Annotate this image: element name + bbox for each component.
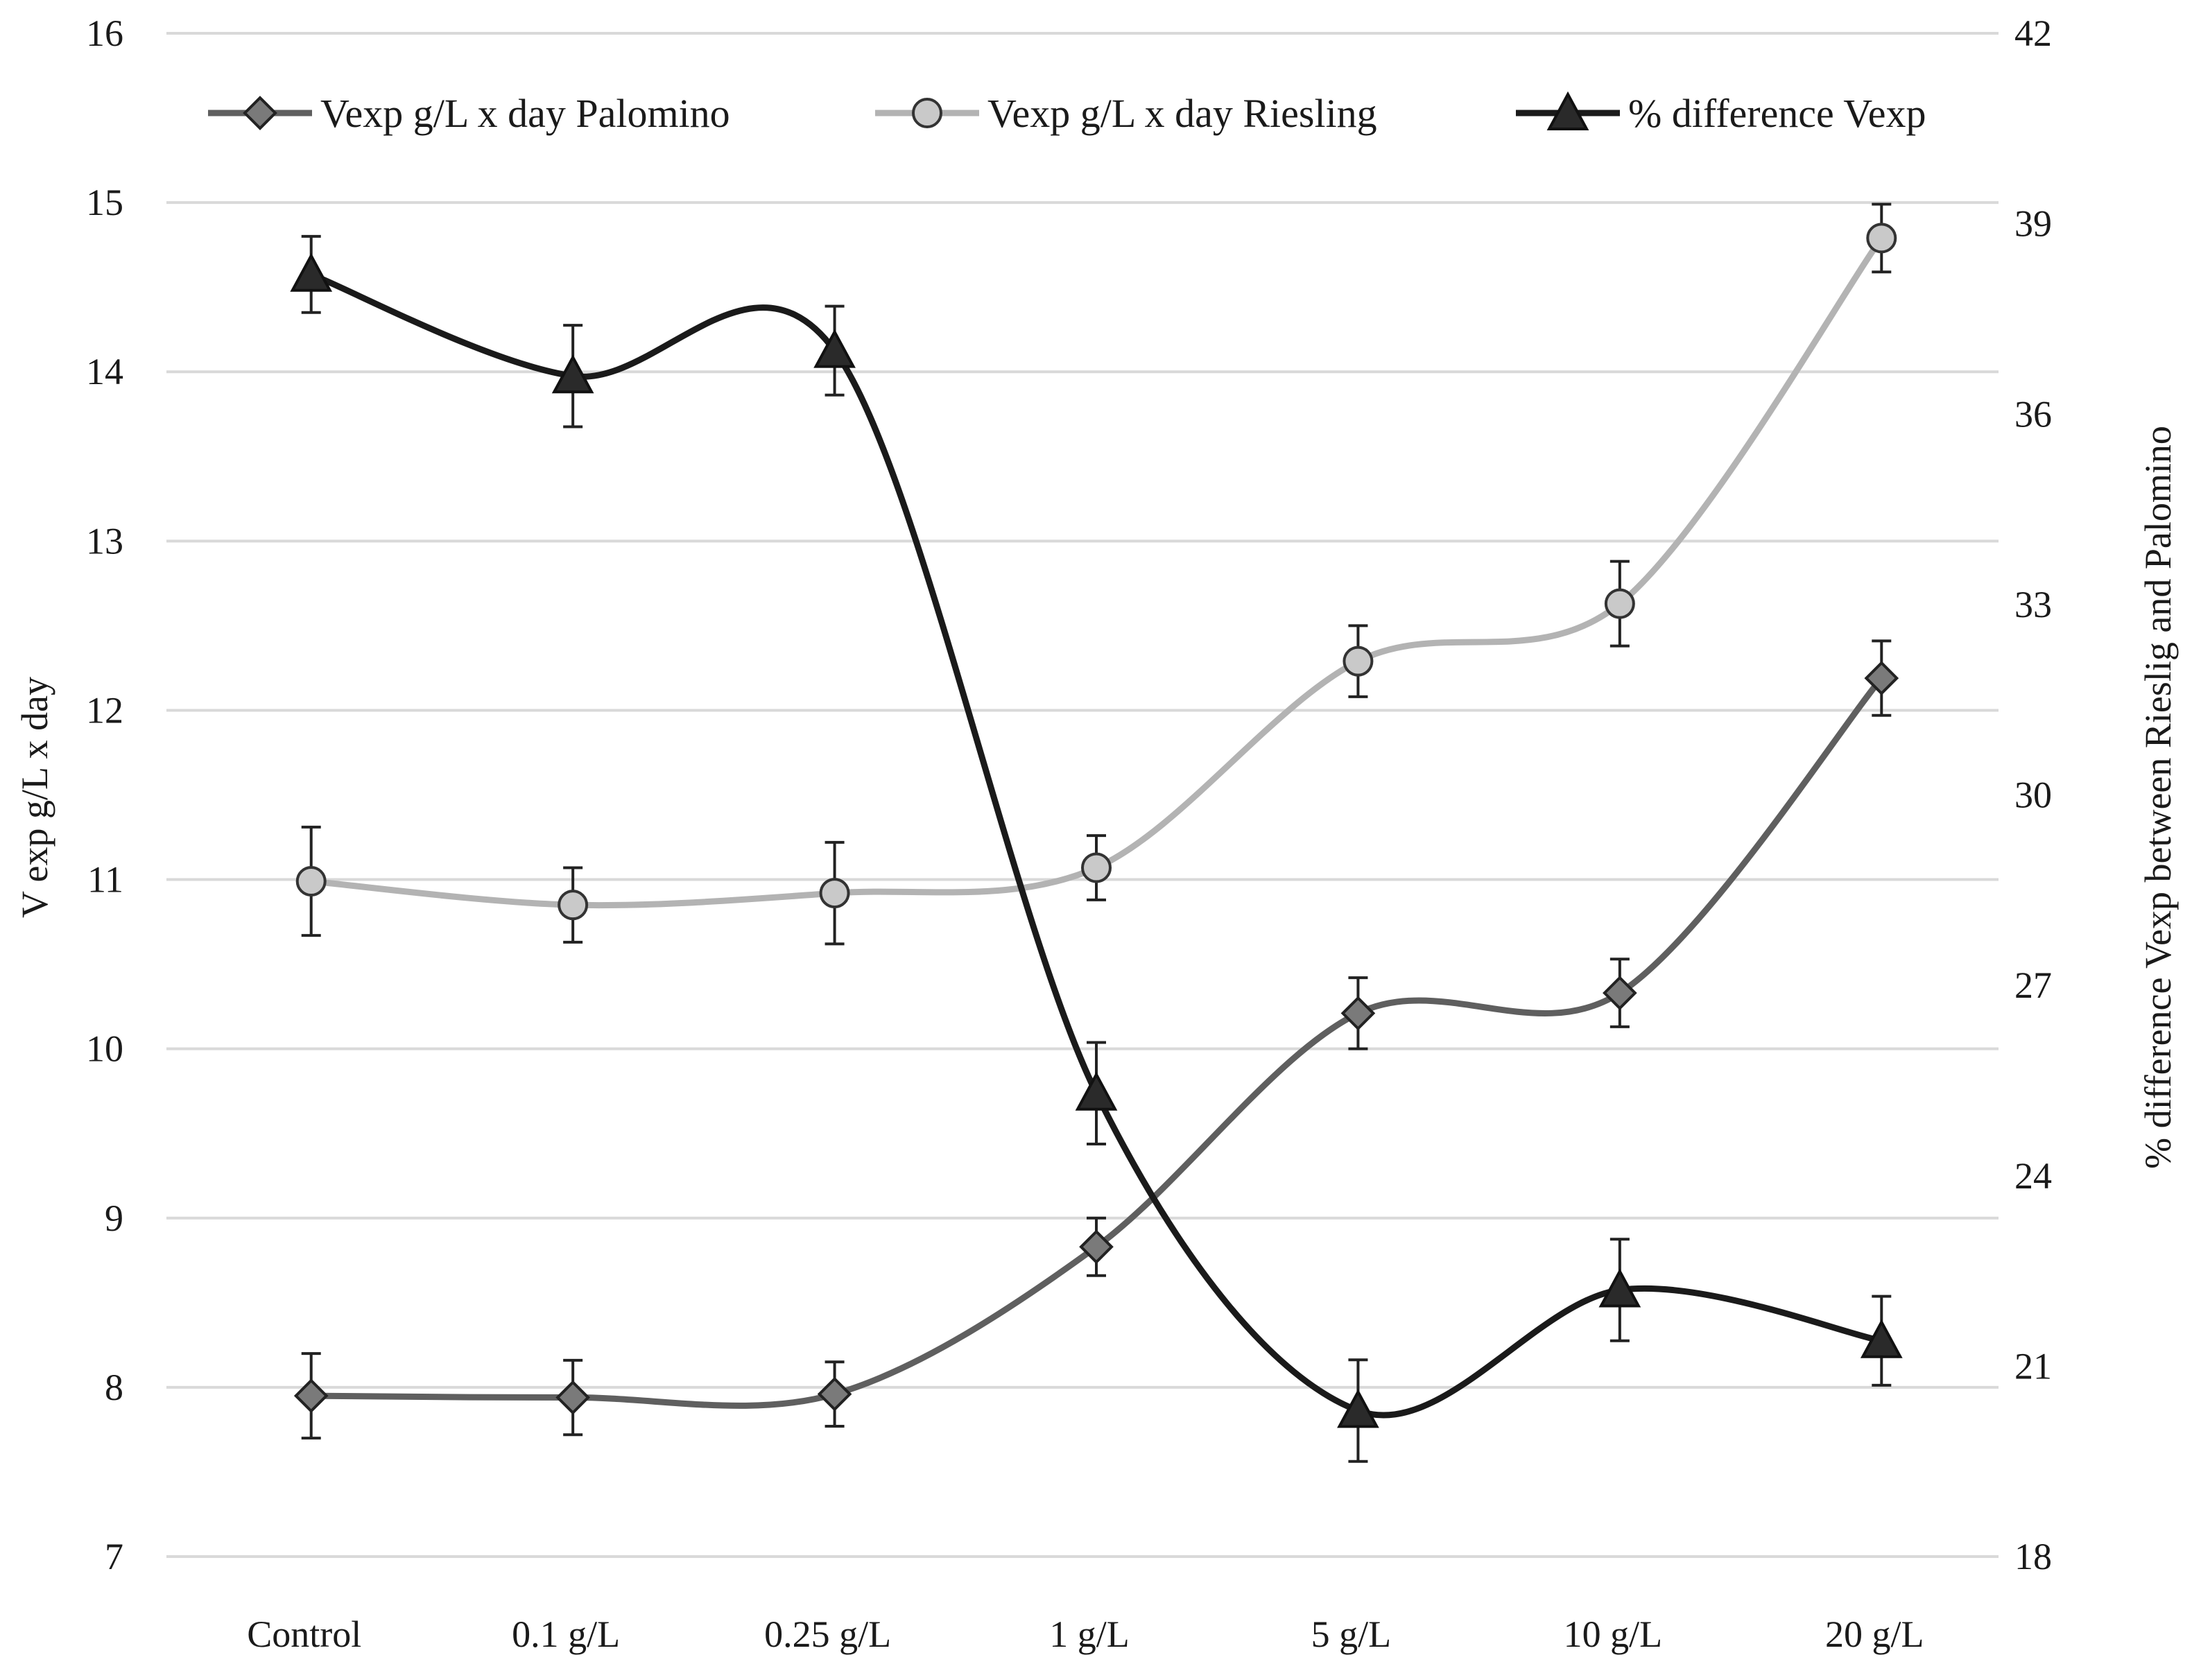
y-tick-label: 11 [87, 859, 123, 901]
y2-tick-label: 30 [2014, 774, 2052, 816]
gridlines [166, 32, 1999, 1558]
series-line [308, 271, 1885, 1419]
data-point [1598, 1268, 1641, 1308]
data-point [558, 890, 589, 921]
series-2 [290, 234, 1903, 1463]
y2-tick-label: 24 [2014, 1155, 2052, 1197]
data-point [293, 1378, 329, 1413]
x-tick-label: 20 g/L [1825, 1613, 1924, 1655]
legend: Vexp g/L x day Palomino Vexp g/L x day Ri… [208, 91, 1926, 136]
data-point [819, 878, 850, 909]
y-axis-left-ticks: 7 8 9 10 11 12 13 14 15 16 [86, 12, 123, 1577]
data-point [817, 1376, 852, 1412]
series-line [308, 234, 1885, 909]
data-point [1340, 996, 1376, 1031]
y-axis-right-ticks: 18 21 24 27 30 33 36 39 42 [2014, 12, 2052, 1577]
x-tick-label: 1 g/L [1049, 1613, 1130, 1655]
legend-label: % difference Vexp [1628, 91, 1926, 136]
series [290, 202, 1903, 1463]
data-point [1081, 852, 1112, 883]
y-tick-label: 14 [86, 351, 123, 392]
data-point [1079, 1229, 1114, 1265]
y2-tick-label: 27 [2014, 964, 2052, 1006]
data-point [1866, 223, 1897, 254]
x-tick-label: 0.1 g/L [512, 1613, 620, 1655]
data-point [551, 354, 594, 394]
legend-item: Vexp g/L x day Riesling [875, 91, 1377, 136]
y-tick-label: 15 [86, 182, 123, 223]
data-point [1864, 661, 1899, 695]
legend-label: Vexp g/L x day Palomino [320, 91, 730, 136]
legend-marker [1546, 91, 1589, 130]
series-0 [293, 639, 1899, 1440]
data-point [1343, 646, 1374, 677]
y2-tick-label: 39 [2014, 203, 2052, 245]
x-tick-label: 5 g/L [1311, 1613, 1392, 1655]
y2-tick-label: 36 [2014, 393, 2052, 435]
data-point [813, 329, 856, 368]
y-tick-label: 12 [86, 689, 123, 731]
y2-tick-label: 18 [2014, 1536, 2052, 1577]
y-tick-label: 16 [86, 12, 123, 54]
y-tick-label: 8 [105, 1367, 123, 1408]
legend-marker [912, 98, 942, 128]
x-tick-label: 10 g/L [1564, 1613, 1663, 1655]
data-point [1603, 976, 1637, 1010]
series-1 [295, 202, 1897, 946]
y2-tick-label: 21 [2014, 1345, 2052, 1387]
y-tick-label: 7 [105, 1536, 123, 1577]
legend-label: Vexp g/L x day Riesling [987, 91, 1377, 136]
y-axis-right-title: % difference Vexp between Rieslig and Pa… [2137, 426, 2179, 1169]
data-point [1075, 1071, 1118, 1111]
legend-item: % difference Vexp [1516, 91, 1926, 136]
x-tick-label: Control [247, 1613, 361, 1655]
y-axis-left-title: V exp g/L x day [14, 677, 55, 918]
data-point [1860, 1319, 1903, 1358]
x-axis-ticks: Control 0.1 g/L 0.25 g/L 1 g/L 5 g/L 10 g/L 20… [247, 1613, 1924, 1655]
y2-tick-label: 33 [2014, 584, 2052, 625]
data-point [295, 865, 327, 897]
y-tick-label: 13 [86, 520, 123, 562]
data-point [290, 252, 333, 292]
legend-item: Vexp g/L x day Palomino [208, 91, 730, 136]
y-tick-label: 9 [105, 1197, 123, 1239]
y2-tick-label: 42 [2014, 12, 2052, 54]
legend-marker [243, 96, 277, 130]
data-point [1337, 1389, 1379, 1428]
data-point [1604, 588, 1635, 619]
data-point [555, 1380, 590, 1415]
x-tick-label: 0.25 g/L [764, 1613, 891, 1655]
y-tick-label: 10 [86, 1028, 123, 1070]
